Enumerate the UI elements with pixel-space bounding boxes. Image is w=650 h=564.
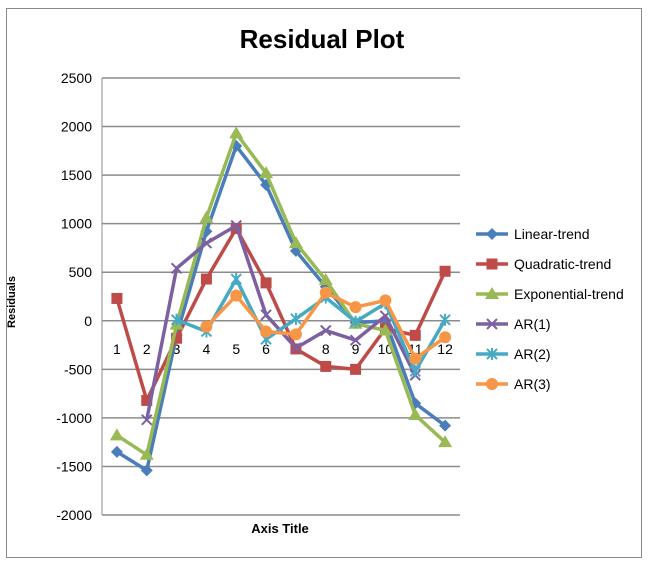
data-point	[438, 435, 453, 448]
data-point	[200, 273, 212, 285]
legend-entry: AR(2)	[476, 346, 551, 362]
data-point	[141, 394, 153, 406]
data-point	[139, 447, 154, 460]
x-tick-label: 4	[203, 341, 211, 357]
y-tick-label: 2000	[61, 119, 92, 135]
data-point	[109, 428, 124, 441]
data-point	[260, 277, 272, 289]
y-tick-label: -1500	[56, 458, 92, 474]
x-tick-label: 9	[352, 341, 360, 357]
data-point	[141, 414, 153, 426]
data-point	[230, 219, 242, 232]
data-point	[408, 407, 423, 420]
legend-entry: AR(3)	[476, 376, 551, 392]
y-axis-title: Residuals	[6, 276, 18, 328]
data-point	[111, 292, 123, 304]
series-0	[110, 139, 452, 477]
data-point	[290, 312, 302, 325]
x-tick-label: 6	[262, 341, 270, 357]
data-point	[378, 323, 393, 336]
data-point	[409, 329, 421, 341]
legend-swatch-marker	[486, 378, 498, 390]
data-point	[409, 365, 421, 378]
legend-label: AR(3)	[514, 376, 551, 392]
legend-entry: Quadratic-trend	[476, 256, 611, 272]
legend-swatch-marker	[486, 318, 498, 330]
series-5	[200, 286, 452, 365]
data-point	[439, 331, 452, 344]
legend-label: Linear-trend	[514, 226, 590, 242]
data-point	[349, 334, 362, 346]
x-tick-label: 1	[113, 341, 121, 357]
legend-label: Exponential-trend	[514, 286, 624, 302]
data-point	[230, 289, 243, 302]
series-line	[115, 144, 447, 473]
y-tick-label: 2500	[61, 70, 92, 86]
data-point	[439, 419, 452, 432]
y-tick-label: -2000	[56, 507, 92, 523]
data-point	[288, 236, 303, 249]
legend-label: AR(2)	[514, 346, 551, 362]
legend-swatch-marker	[485, 287, 499, 299]
x-axis-title: Axis Title	[251, 521, 309, 536]
x-tick-label: 5	[232, 341, 240, 357]
chart-title: Residual Plot	[240, 24, 405, 54]
data-point	[349, 301, 362, 314]
legend-swatch-marker	[486, 258, 498, 270]
series-line	[115, 131, 447, 457]
data-point	[259, 166, 274, 179]
data-point	[260, 325, 273, 338]
y-tick-label: 500	[69, 264, 93, 280]
data-point	[439, 313, 451, 326]
data-point	[289, 328, 302, 341]
data-point	[320, 360, 332, 372]
data-point	[200, 320, 213, 333]
data-point	[349, 315, 362, 328]
x-tick-label: 2	[143, 341, 151, 357]
y-tick-label: 0	[84, 313, 92, 329]
data-point	[230, 273, 242, 286]
data-point	[200, 237, 213, 249]
data-point	[318, 272, 333, 285]
y-tick-labels: -2000 -1500 -1000 -500 0 500 1000 1500 2000 2500	[56, 70, 92, 523]
legend-label: Quadratic-trend	[514, 256, 611, 272]
x-tick-label: 12	[437, 341, 453, 357]
gridlines	[101, 77, 460, 516]
legend-swatch-marker	[486, 228, 498, 240]
y-tick-label: -500	[64, 361, 92, 377]
data-point	[110, 445, 123, 458]
data-point	[170, 313, 183, 326]
y-tick-label: 1500	[61, 167, 92, 183]
series-2	[109, 126, 453, 460]
data-point	[199, 210, 214, 223]
data-point	[379, 294, 392, 307]
y-tick-label: -1000	[56, 410, 92, 426]
x-tick-label: 3	[173, 341, 181, 357]
legend: Linear-trend Quadratic-trend Exponential-t…	[476, 226, 624, 392]
series-group	[109, 126, 453, 477]
data-point	[319, 286, 332, 299]
series-1	[111, 223, 451, 406]
data-point	[229, 126, 244, 139]
data-point	[260, 309, 272, 321]
data-point	[439, 265, 451, 277]
legend-entry: Exponential-trend	[476, 286, 624, 302]
data-point	[320, 324, 332, 337]
data-point	[170, 262, 183, 275]
data-point	[171, 332, 183, 344]
series-line	[175, 277, 447, 374]
legend-label: AR(1)	[514, 316, 551, 332]
data-point	[290, 342, 302, 354]
x-tick-label: 8	[322, 341, 330, 357]
legend-swatch-marker	[486, 348, 498, 360]
legend-entry: AR(1)	[476, 316, 551, 332]
y-tick-label: 1000	[61, 216, 92, 232]
legend-entry: Linear-trend	[476, 226, 590, 242]
data-point	[140, 464, 153, 477]
data-point	[350, 363, 362, 375]
data-point	[409, 352, 422, 365]
